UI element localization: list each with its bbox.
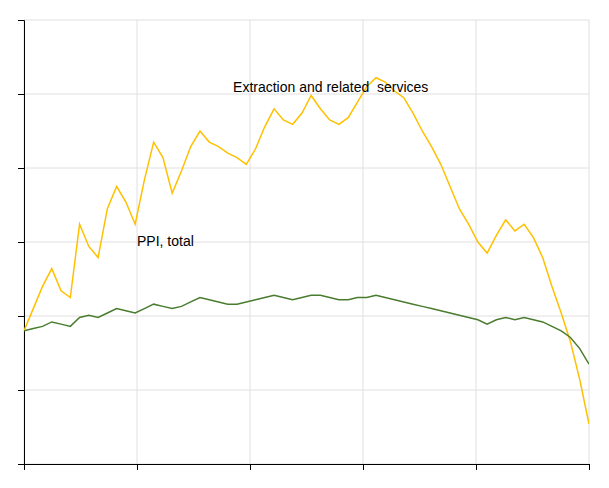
axis-line: [25, 465, 590, 471]
tick: [137, 464, 138, 470]
tick: [18, 20, 24, 21]
tick-mark: [250, 464, 251, 470]
tick: [476, 464, 477, 470]
series-label: PPI, total: [137, 233, 194, 249]
y-axis: [18, 21, 25, 465]
tick: [18, 390, 24, 391]
tick-mark: [363, 464, 364, 470]
tick: [363, 464, 364, 470]
grid-line: [24, 390, 589, 391]
line: [24, 295, 589, 364]
tick-mark: [18, 390, 24, 391]
grid-line: [24, 242, 589, 243]
tick-mark: [137, 464, 138, 470]
line: [24, 78, 589, 424]
grid-line: [24, 316, 589, 317]
x-axis: [25, 464, 590, 470]
grid-line: [589, 20, 590, 464]
tick-mark: [18, 94, 24, 95]
tick: [18, 168, 24, 169]
tick: [589, 464, 590, 470]
grid: [24, 20, 589, 464]
axis-line: [18, 21, 25, 465]
series-label: Extraction and related services: [233, 79, 428, 95]
tick-mark: [476, 464, 477, 470]
tick-mark: [18, 464, 24, 465]
tick: [18, 242, 24, 243]
tick-mark: [18, 242, 24, 243]
tick: [250, 464, 251, 470]
chart: Extraction and related services PPI, tota…: [0, 0, 609, 488]
tick-mark: [18, 20, 24, 21]
annotations: Extraction and related services PPI, tota…: [137, 79, 428, 248]
grid-line: [24, 20, 589, 21]
series-group: [24, 78, 589, 424]
plot-area: Extraction and related services PPI, tota…: [18, 20, 590, 470]
tick-mark: [589, 464, 590, 470]
grid-line: [476, 20, 477, 464]
tick: [18, 316, 24, 317]
grid-line: [24, 168, 589, 169]
tick: [18, 94, 24, 95]
tick-mark: [18, 168, 24, 169]
tick: [18, 464, 24, 465]
tick-mark: [18, 316, 24, 317]
